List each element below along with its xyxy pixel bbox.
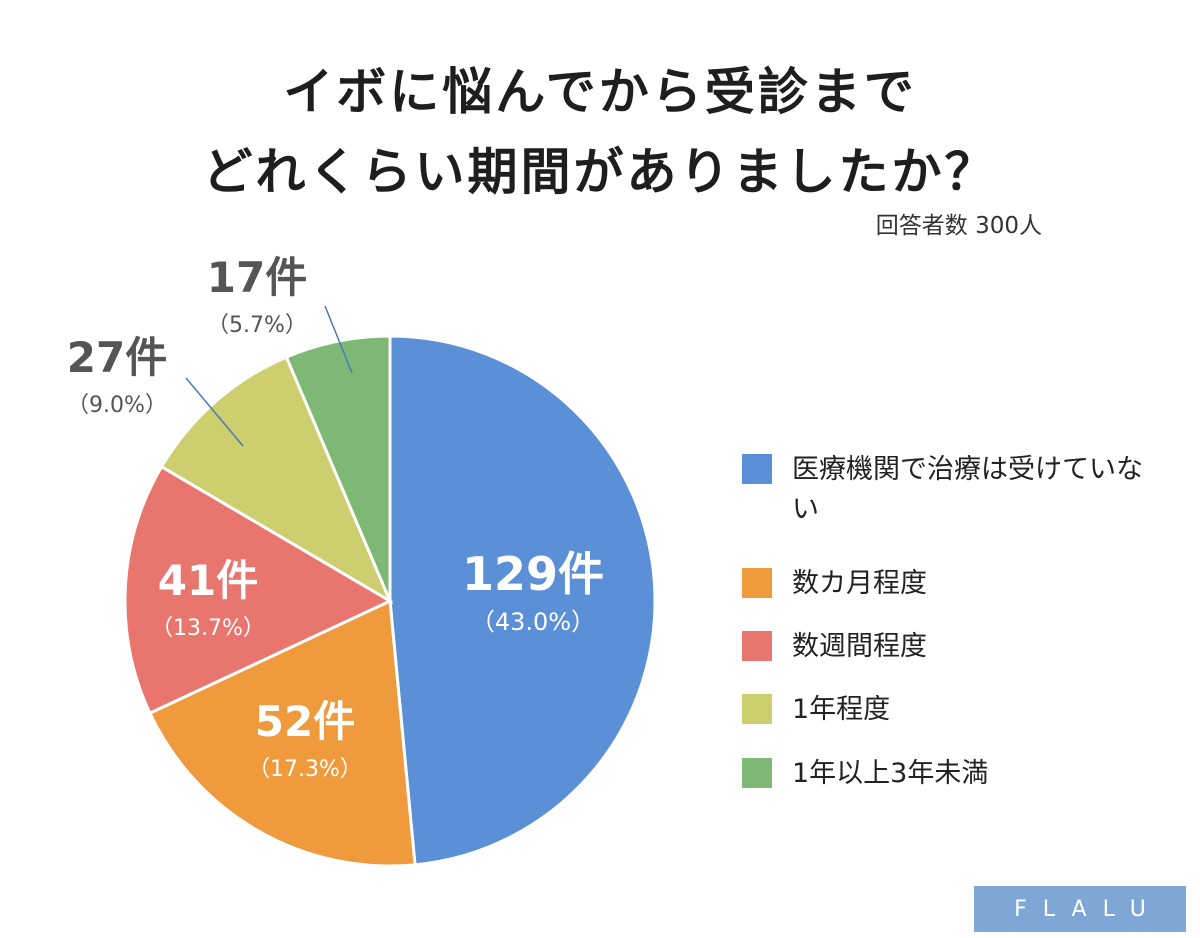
data-label-count-several-months: 52件 [255,697,355,746]
chart-title-line-2: どれくらい期間がありましたか？ [202,143,998,201]
legend-swatch [742,568,772,598]
data-label-percent-no-treatment: （43.0%） [471,608,595,636]
data-label-count-several-weeks: 41件 [158,556,258,605]
pie-slice-no-treatment [388,334,657,867]
data-label-count-about-one-year: 27件 [67,333,167,382]
legend-swatch [742,758,772,788]
legend-swatch [742,631,772,661]
data-label-percent-one-to-three-years: （5.7%） [207,313,307,338]
data-label-percent-several-weeks: （13.7%） [151,616,265,641]
leader-line-one-to-three-years [324,305,353,374]
data-label-count-no-treatment: 129件 [462,547,604,601]
legend-swatch [742,694,772,724]
chart-title-line-1: イボに悩んでから受診まで [283,63,917,121]
legend-label: 医療機関で治療は受けていない [792,454,1143,525]
logo-text: FLALU [1014,896,1162,922]
flalu-logo: FLALU [974,886,1186,932]
leader-line-about-one-year [185,377,244,447]
pie-slice-several-weeks [123,464,394,716]
legend-label: 数カ月程度 [792,568,927,599]
legend-label: 数週間程度 [792,631,927,662]
data-label-percent-several-months: （17.3%） [248,757,362,782]
legend-swatch [742,454,772,484]
pie-slice-one-to-three-years [284,334,392,602]
respondent-count: 回答者数 300人 [875,213,1042,239]
pie-slice-several-months [147,598,417,868]
chart-title: イボに悩んでから受診まで どれくらい期間がありましたか？ [0,52,1200,212]
data-label-percent-about-one-year: （9.0%） [67,393,167,418]
legend-label: 1年以上3年未満 [792,758,989,789]
legend-label: 1年程度 [792,694,891,725]
data-label-count-one-to-three-years: 17件 [207,253,307,302]
